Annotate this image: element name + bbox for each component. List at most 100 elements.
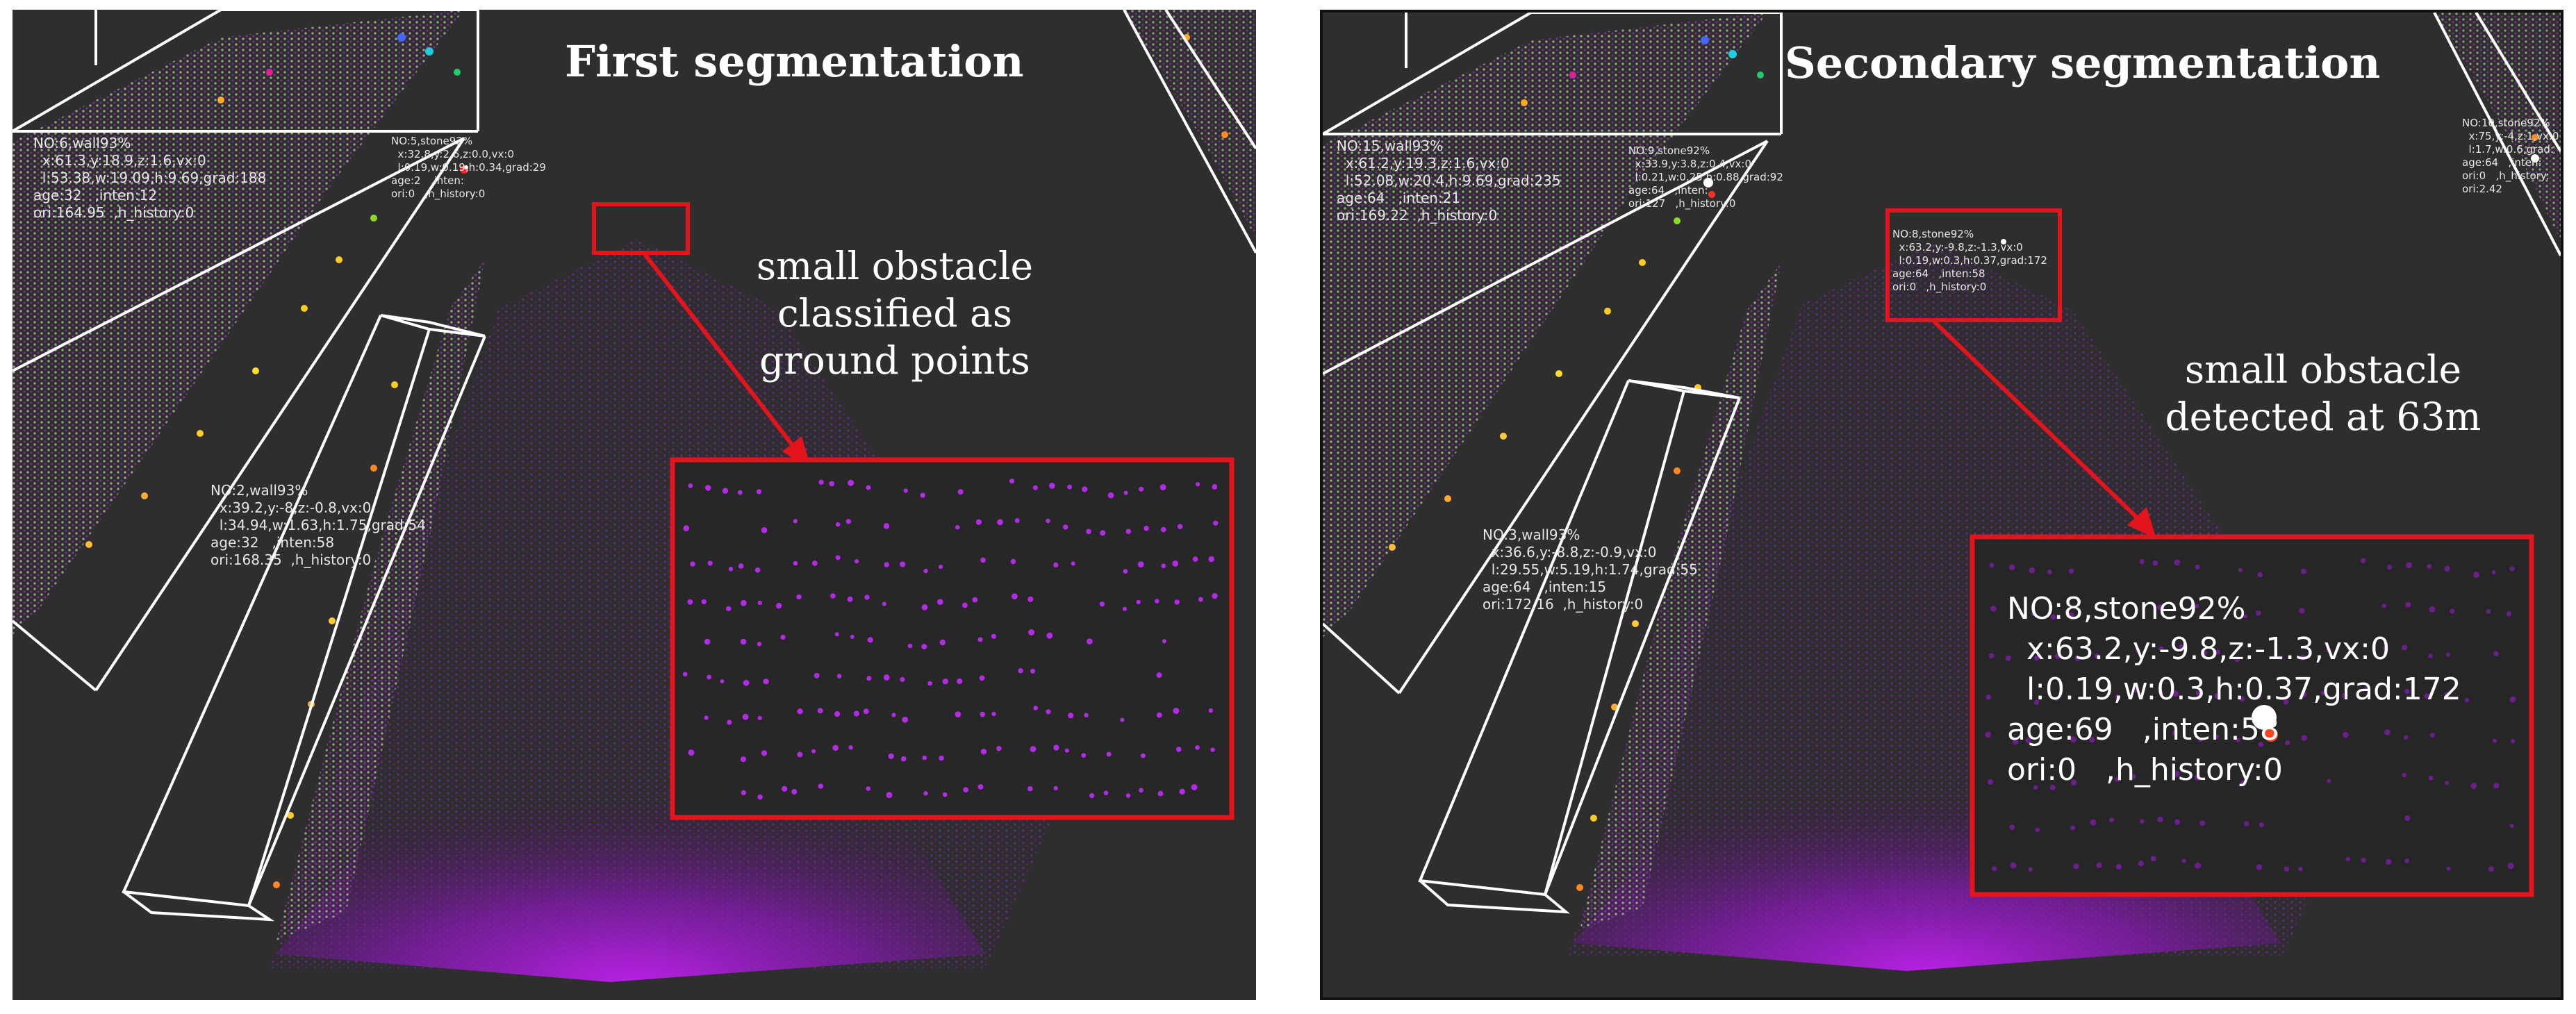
ground-point xyxy=(1987,779,1994,785)
label-line: age:2 ,inten: xyxy=(391,174,464,187)
ground-point xyxy=(1125,529,1132,534)
ground-point xyxy=(1988,653,1995,658)
ground-point xyxy=(1068,713,1074,719)
ground-point xyxy=(2445,781,2449,786)
label-line: l:1.7,w:0.6,grad: xyxy=(2462,143,2554,156)
object-label-wall: NO:15,wall93% x:61.2,y:19.3,z:1.6,vx:0 l… xyxy=(1337,138,1561,224)
ground-point xyxy=(722,488,729,494)
ground-point xyxy=(1084,713,1089,717)
label-line: age:32 ,inten:58 xyxy=(210,534,335,551)
label-line: l:0.21,w:0.25,h:0.88,grad:92 xyxy=(1628,171,1783,183)
ground-point xyxy=(891,713,896,717)
ground-point xyxy=(1157,790,1164,797)
ground-point xyxy=(2381,604,2386,608)
ground-point xyxy=(1046,632,1053,639)
ground-point xyxy=(1087,638,1093,645)
ground-point xyxy=(1173,708,1180,714)
ground-point xyxy=(1161,526,1166,533)
ground-point xyxy=(1162,639,1166,644)
ground-point xyxy=(2427,564,2432,569)
ground-point xyxy=(883,674,890,681)
ground-point xyxy=(848,745,853,750)
ground-point xyxy=(882,601,886,606)
ground-point xyxy=(1120,717,1125,722)
object-label-stone: NO:5,stone92% x:32.8,y:2.6,z:0.0,vx:0 l:… xyxy=(391,135,546,201)
ground-point xyxy=(2195,690,2202,696)
ground-point xyxy=(866,786,871,791)
ground-point xyxy=(2473,572,2479,578)
caption-line: small obstacle xyxy=(756,244,1034,288)
ground-point xyxy=(1159,484,1166,490)
ground-point xyxy=(1012,593,1018,600)
ground-point xyxy=(939,755,944,761)
ground-point xyxy=(1985,695,1991,700)
ground-point xyxy=(1137,561,1144,567)
ground-point xyxy=(883,523,890,529)
ground-point xyxy=(2214,734,2220,740)
ground-point xyxy=(2405,601,2411,608)
ground-point xyxy=(2140,819,2145,824)
ground-point xyxy=(2035,827,2040,832)
ground-point xyxy=(1172,560,1179,567)
ground-point xyxy=(2074,656,2081,662)
ground-point xyxy=(2384,729,2391,735)
ground-point xyxy=(1099,601,1105,607)
ground-point xyxy=(921,644,927,650)
ground-point xyxy=(2109,817,2114,823)
ground-point xyxy=(1027,596,1034,603)
ground-point xyxy=(793,519,798,524)
ground-point xyxy=(1156,712,1162,718)
ground-point xyxy=(2067,612,2074,619)
ground-point xyxy=(2135,647,2140,654)
zoom-arrow xyxy=(1932,319,2141,522)
ground-point xyxy=(1208,556,1214,563)
ground-point xyxy=(2047,570,2052,574)
ground-point xyxy=(2493,783,2500,789)
ground-point xyxy=(2070,825,2075,831)
ground-point xyxy=(682,672,688,676)
ground-point xyxy=(1063,524,1068,530)
ground-point xyxy=(2243,613,2247,619)
ground-point xyxy=(2429,606,2436,613)
ground-point xyxy=(2158,690,2164,695)
ground-point xyxy=(754,567,761,573)
ground-point xyxy=(2256,695,2261,700)
ground-point xyxy=(957,678,963,685)
ground-point xyxy=(2327,779,2331,783)
ground-point xyxy=(1992,866,1997,872)
ground-point xyxy=(2301,735,2307,741)
ground-point xyxy=(1139,486,1144,492)
ground-point xyxy=(2157,604,2163,610)
ground-point xyxy=(690,561,695,567)
ground-point xyxy=(2049,784,2056,790)
ground-point xyxy=(2239,696,2245,702)
ground-point xyxy=(863,708,869,715)
ground-point xyxy=(1212,592,1218,599)
ground-point xyxy=(743,679,750,686)
ground-point xyxy=(907,643,913,649)
label-line: x:61.3,y:18.9,z:1.6,vx:0 xyxy=(33,152,206,169)
ground-point xyxy=(2195,862,2202,869)
object-label-wall: NO:6,wall93% x:61.3,y:18.9,z:1.6,vx:0 l:… xyxy=(33,135,266,222)
ground-point xyxy=(923,568,928,574)
ground-point xyxy=(1028,629,1035,635)
ground-point xyxy=(738,563,744,569)
label-line: x:36.6,y:-8.8,z:-0.9,vx:0 xyxy=(1483,544,1657,560)
ground-point xyxy=(2174,559,2181,566)
ground-point xyxy=(920,492,925,498)
zoom-ground-points xyxy=(1985,558,2516,872)
label-line: x:63.2,y:-9.8,z:-1.3,vx:0 xyxy=(2007,631,2390,667)
ground-point xyxy=(2139,558,2145,565)
label-line: NO:3,wall93% xyxy=(1483,526,1580,543)
ground-point xyxy=(811,749,816,754)
ground-point xyxy=(2404,815,2411,821)
ground-point xyxy=(1046,709,1051,715)
ground-point xyxy=(2493,651,2499,656)
ground-point xyxy=(832,745,839,751)
label-line: NO:8,stone92% xyxy=(2007,591,2246,626)
ground-point xyxy=(2028,867,2033,872)
label-line: age:64 ,inten:21 xyxy=(1337,190,1461,206)
ground-point xyxy=(2025,738,2031,744)
ground-point xyxy=(1208,708,1214,713)
ground-point xyxy=(900,676,905,682)
